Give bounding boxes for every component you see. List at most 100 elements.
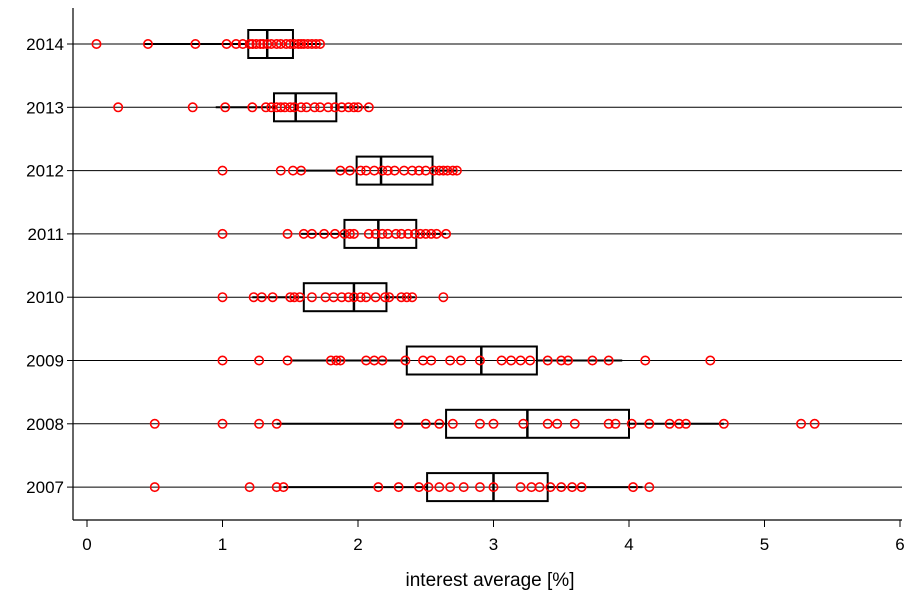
point-2013-5: [266, 102, 277, 113]
point-2012-21: [451, 165, 462, 176]
point-2009-20: [556, 355, 567, 366]
point-2012-11: [389, 165, 400, 176]
point-2008-16: [626, 418, 637, 429]
point-2007-4: [373, 482, 384, 493]
point-2011-20: [431, 228, 442, 239]
point-2012-13: [407, 165, 418, 176]
point-2014-3: [221, 38, 232, 49]
point-2014-24: [315, 38, 326, 49]
point-2013-10: [289, 102, 300, 113]
box-2009: [405, 345, 538, 376]
point-2007-11: [474, 482, 485, 493]
point-2013-13: [309, 102, 320, 113]
point-2009-16: [506, 355, 517, 366]
point-2010-7: [306, 292, 317, 303]
axes: 2014 2013 2012 2011 2010 2009 2008 2007 0 1 2 3 4 5 6: [26, 8, 905, 554]
point-2013-19: [348, 102, 359, 113]
point-2007-16: [545, 482, 556, 493]
point-2014-0: [91, 38, 102, 49]
point-2012-4: [335, 165, 346, 176]
point-2010-20: [407, 292, 418, 303]
point-2010-6: [294, 292, 305, 303]
point-2009-17: [515, 355, 526, 366]
point-2007-6: [413, 482, 424, 493]
point-2008-23: [809, 418, 820, 429]
point-2013-4: [260, 102, 271, 113]
point-2008-19: [674, 418, 685, 429]
point-2007-9: [445, 482, 456, 493]
point-2011-4: [319, 228, 330, 239]
x-tick-label-2: 2: [353, 535, 362, 554]
point-2010-4: [285, 292, 296, 303]
x-tick-label-6: 6: [895, 535, 904, 554]
point-2009-5: [335, 355, 346, 366]
point-2009-3: [325, 355, 336, 366]
point-2013-17: [336, 102, 347, 113]
point-2011-13: [390, 228, 401, 239]
point-2010-5: [289, 292, 300, 303]
point-2009-13: [455, 355, 466, 366]
point-2011-8: [348, 228, 359, 239]
point-2011-9: [363, 228, 374, 239]
point-2012-3: [296, 165, 307, 176]
y-tick-label-2014: 2014: [26, 35, 64, 54]
point-2012-6: [355, 165, 366, 176]
point-2007-8: [434, 482, 445, 493]
point-2011-16: [409, 228, 420, 239]
x-tick-label-5: 5: [760, 535, 769, 554]
point-2014-13: [271, 38, 282, 49]
point-2010-3: [267, 292, 278, 303]
point-2014-2: [190, 38, 201, 49]
point-2012-1: [275, 165, 286, 176]
point-2008-17: [644, 418, 655, 429]
point-2007-13: [515, 482, 526, 493]
y-tick-label-2008: 2008: [26, 415, 64, 434]
point-2008-14: [603, 418, 614, 429]
point-2009-21: [563, 355, 574, 366]
point-2008-4: [393, 418, 404, 429]
point-2007-7: [423, 482, 434, 493]
point-2014-14: [275, 38, 286, 49]
point-2008-15: [610, 418, 621, 429]
point-2013-0: [113, 102, 124, 113]
point-2012-19: [442, 165, 453, 176]
point-2008-0: [149, 418, 160, 429]
point-2014-12: [266, 38, 277, 49]
x-tick-label-0: 0: [82, 535, 91, 554]
point-2014-17: [289, 38, 300, 49]
point-2007-3: [278, 482, 289, 493]
point-2010-17: [384, 292, 395, 303]
point-2010-15: [370, 292, 381, 303]
point-2010-12: [348, 292, 359, 303]
point-2011-7: [344, 228, 355, 239]
point-2011-21: [441, 228, 452, 239]
point-2011-0: [217, 228, 228, 239]
point-2008-6: [434, 418, 445, 429]
grid-lines: [73, 43, 902, 488]
data-points: [91, 38, 820, 493]
point-2007-1: [244, 482, 255, 493]
point-2009-9: [400, 355, 411, 366]
point-2013-18: [343, 102, 354, 113]
point-2014-11: [262, 38, 273, 49]
point-2008-8: [474, 418, 485, 429]
x-axis-title: interest average [%]: [406, 570, 575, 591]
point-2013-11: [296, 102, 307, 113]
point-2013-2: [220, 102, 231, 113]
point-2007-15: [534, 482, 545, 493]
point-2011-17: [415, 228, 426, 239]
point-2010-14: [361, 292, 372, 303]
boxplots: [143, 29, 724, 503]
point-2010-2: [256, 292, 267, 303]
y-tick-label-2011: 2011: [27, 225, 64, 244]
point-2008-18: [664, 418, 675, 429]
point-2009-19: [542, 355, 553, 366]
point-2014-23: [310, 38, 321, 49]
x-tick-label-4: 4: [624, 535, 633, 554]
point-2010-21: [438, 292, 449, 303]
point-2009-12: [445, 355, 456, 366]
point-2011-5: [329, 228, 340, 239]
y-tick-label-2009: 2009: [26, 352, 64, 371]
